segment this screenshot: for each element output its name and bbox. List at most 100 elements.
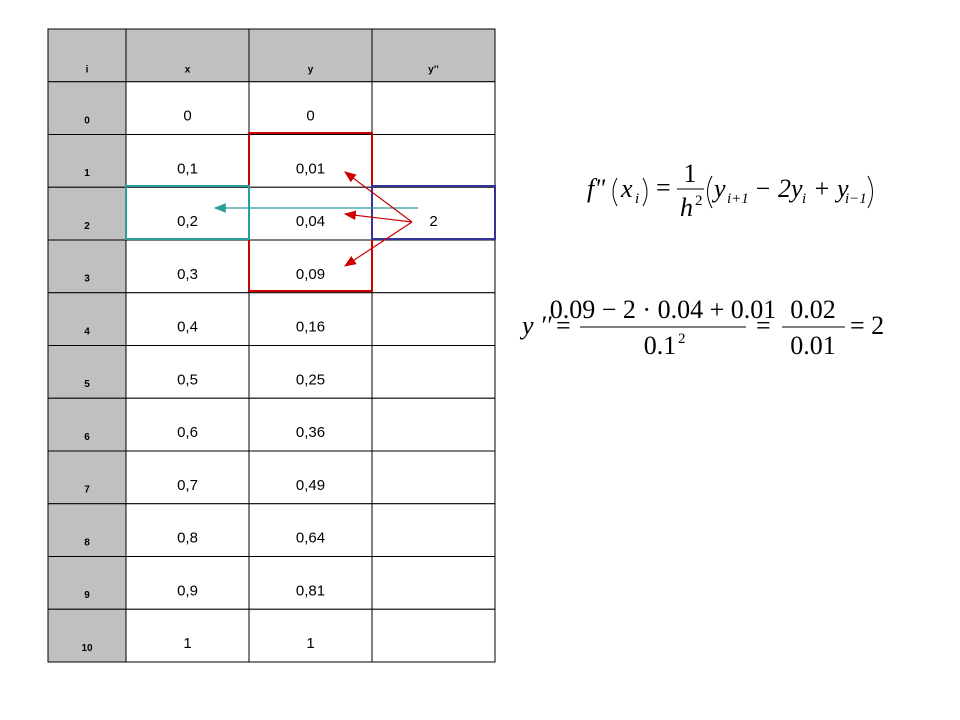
value-cell: 0,01 bbox=[296, 160, 325, 177]
header-cell: x bbox=[185, 65, 191, 76]
paren bbox=[642, 177, 648, 207]
index-cell: 0 bbox=[84, 115, 90, 126]
value-cell: 0,1 bbox=[177, 160, 198, 177]
cell bbox=[125, 81, 250, 135]
text: i−1 bbox=[845, 191, 867, 207]
formula-1: f" x i = 1 h 2 y i+1 − 2y i + y i−1 bbox=[587, 159, 873, 222]
cell bbox=[248, 503, 373, 557]
index-cell: 2 bbox=[84, 221, 90, 232]
text: + y bbox=[813, 174, 849, 203]
value-cell: 0,81 bbox=[296, 582, 325, 599]
value-cell: 0,2 bbox=[177, 213, 198, 230]
cell bbox=[47, 450, 127, 505]
text: i bbox=[635, 191, 639, 207]
cell bbox=[371, 239, 496, 294]
cell bbox=[47, 608, 127, 663]
header-cell: y bbox=[308, 65, 314, 76]
cell bbox=[248, 28, 373, 83]
text: f" bbox=[587, 174, 605, 203]
text: 0.02 bbox=[790, 295, 836, 324]
index-cell: 1 bbox=[84, 168, 90, 179]
cell bbox=[125, 292, 250, 346]
cell bbox=[248, 556, 373, 610]
cell bbox=[125, 239, 250, 294]
cell bbox=[125, 345, 250, 399]
cell bbox=[47, 28, 127, 83]
cell bbox=[371, 292, 496, 346]
text: = 2 bbox=[850, 311, 884, 340]
cell bbox=[47, 397, 127, 452]
cell bbox=[47, 503, 127, 557]
index-cell: 8 bbox=[84, 537, 90, 548]
arrow bbox=[343, 221, 413, 267]
cell bbox=[371, 503, 496, 557]
text: 1 bbox=[684, 159, 697, 188]
value-cell: 0,9 bbox=[177, 582, 198, 599]
text: i bbox=[802, 191, 806, 207]
text: − 2y bbox=[754, 174, 803, 203]
index-cell: 7 bbox=[84, 485, 90, 496]
cell bbox=[371, 397, 496, 452]
value-cell: 0,3 bbox=[177, 266, 198, 283]
cell bbox=[47, 239, 127, 294]
cell bbox=[248, 81, 373, 135]
header-cell: i bbox=[86, 65, 89, 76]
text: y ′′ bbox=[519, 311, 552, 340]
index-cell: 3 bbox=[84, 274, 90, 285]
cell bbox=[125, 503, 250, 557]
cell bbox=[371, 556, 496, 610]
arrows bbox=[213, 171, 418, 267]
index-cell: 6 bbox=[84, 432, 90, 443]
value-cell: 0,7 bbox=[177, 477, 198, 494]
cell bbox=[371, 608, 496, 663]
text: 0.1 bbox=[644, 331, 677, 360]
cell bbox=[125, 397, 250, 452]
cell bbox=[47, 186, 127, 241]
value-cell: 0,5 bbox=[177, 371, 198, 388]
value-cell: 0,4 bbox=[177, 319, 198, 336]
value-cell: 0,64 bbox=[296, 530, 325, 547]
text: = bbox=[656, 173, 671, 202]
cell bbox=[47, 134, 127, 188]
value-cell: 0,6 bbox=[177, 424, 198, 441]
paren bbox=[707, 175, 713, 209]
cell bbox=[47, 345, 127, 399]
value-cell: 1 bbox=[306, 635, 314, 652]
formula-2: y ′′ = 0.09 − 2 · 0.04 + 0.01 0.1 2 = 0.… bbox=[519, 295, 884, 360]
value-cell: 2 bbox=[429, 213, 437, 230]
text: 2 bbox=[678, 331, 686, 347]
cell bbox=[248, 608, 373, 663]
cell bbox=[47, 292, 127, 346]
text: x bbox=[620, 174, 633, 203]
cell bbox=[248, 450, 373, 505]
index-cell: 5 bbox=[84, 379, 90, 390]
cell bbox=[125, 450, 250, 505]
value-cell: 0,09 bbox=[296, 266, 325, 283]
text: 2 bbox=[695, 193, 703, 209]
index-cell: 4 bbox=[84, 326, 90, 337]
cell bbox=[47, 556, 127, 610]
value-cell: 0 bbox=[183, 108, 191, 125]
value-cell: 1 bbox=[183, 635, 191, 652]
text: h bbox=[680, 193, 693, 222]
text: y bbox=[711, 174, 726, 203]
value-cell: 0,49 bbox=[296, 477, 325, 494]
cell bbox=[248, 345, 373, 399]
cell bbox=[371, 345, 496, 399]
highlights bbox=[125, 132, 496, 292]
cell bbox=[125, 28, 250, 83]
arrow bbox=[343, 210, 413, 223]
cell bbox=[371, 81, 496, 135]
value-cell: 0,36 bbox=[296, 424, 325, 441]
value-cell: 0,25 bbox=[296, 371, 325, 388]
result-box bbox=[371, 185, 496, 240]
cell bbox=[371, 134, 496, 188]
text: = bbox=[756, 311, 771, 340]
cell bbox=[248, 397, 373, 452]
header-cell: y’’ bbox=[428, 65, 439, 76]
index-cell: 10 bbox=[81, 643, 93, 654]
value-cell: 0,04 bbox=[296, 213, 325, 230]
paren bbox=[612, 177, 618, 207]
index-cell: 9 bbox=[84, 590, 90, 601]
